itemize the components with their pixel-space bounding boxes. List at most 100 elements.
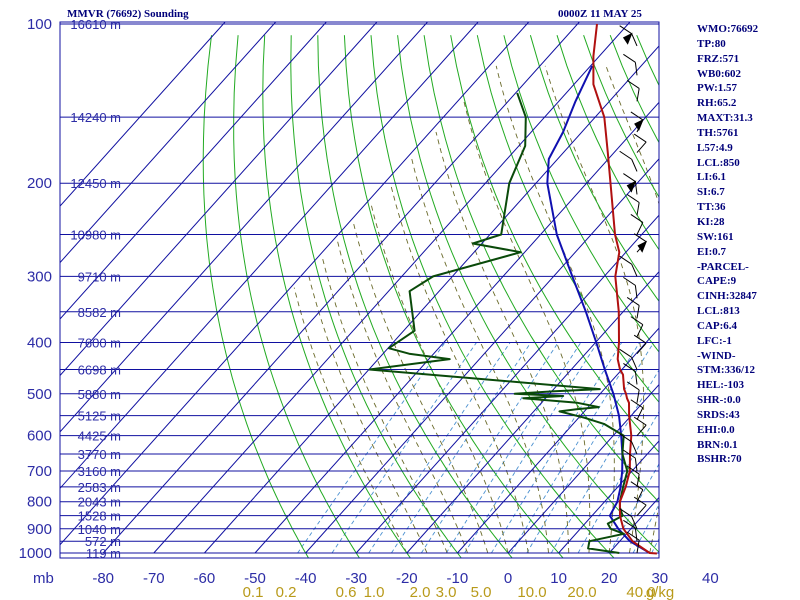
index-29: BSHR:70 — [697, 453, 742, 466]
index-21: LFC:-1 — [697, 334, 732, 347]
dry-adiabat-13 — [556, 35, 659, 251]
isotherm-14 — [457, 327, 659, 554]
index-26: SRDS:43 — [697, 408, 740, 421]
mixing-ratio-tick: 40.0 — [626, 584, 655, 600]
index-25: SHR-:0.0 — [697, 394, 741, 407]
mixing-ratio-tick: 3.0 — [436, 584, 457, 600]
index-3: WB0:602 — [697, 67, 741, 80]
wind-barb-flag — [623, 519, 636, 529]
height-label: 2043 m — [78, 495, 121, 510]
height-label: 4425 m — [78, 429, 121, 444]
wind-barb-flag — [619, 150, 632, 160]
mixing-ratio-line-1 — [331, 342, 477, 554]
temperature-tick: 0 — [504, 570, 512, 587]
index-10: LI:6.1 — [697, 171, 727, 184]
index-11: SI:6.7 — [697, 186, 725, 199]
dry-adiabat-2 — [262, 35, 411, 558]
index-18: CINH:32847 — [697, 290, 757, 303]
dry-adiabat-5 — [343, 35, 564, 558]
index-22: -WIND- — [697, 349, 736, 362]
dry-adiabat-3 — [290, 35, 462, 558]
wind-barb-staff — [634, 285, 638, 299]
wind-barb-staff — [634, 62, 638, 76]
temperature-tick: -40 — [295, 570, 317, 587]
isotherm-12 — [355, 214, 659, 554]
isotherm-1 — [60, 22, 277, 264]
height-label: 6698 m — [78, 363, 121, 378]
index-5: RH:65.2 — [697, 97, 737, 110]
index-14: SW:161 — [697, 230, 734, 243]
wind-barb-pennant — [637, 240, 648, 253]
wind-barb-staff — [631, 33, 638, 47]
moist-adiabat-0 — [293, 287, 408, 554]
isotherm-8 — [153, 22, 631, 554]
wind-barbs — [619, 25, 648, 554]
wind-barb-staff — [636, 424, 647, 436]
wind-barb-staff — [636, 305, 640, 319]
moist-adiabat-6 — [389, 183, 529, 554]
wind-barb-staff — [636, 342, 647, 355]
isotherm-3 — [60, 22, 378, 377]
height-label: 3770 m — [78, 447, 121, 462]
index-2: FRZ:571 — [697, 52, 740, 65]
pressure-tick: 300 — [27, 268, 52, 285]
wind-barb-staff — [634, 458, 638, 472]
height-label: 119 m — [86, 546, 121, 561]
index-16: -PARCEL- — [697, 260, 749, 273]
height-label: 14240 m — [70, 110, 121, 125]
pressure-tick: 900 — [27, 521, 52, 538]
moist-adiabat-4 — [352, 220, 489, 554]
wind-barb-pennant — [634, 118, 644, 131]
index-6: MAXT:31.3 — [697, 112, 753, 125]
wind-barb-flag — [630, 214, 644, 223]
dry-adiabat-7 — [397, 35, 659, 553]
moist-adiabat-12 — [605, 65, 659, 554]
index-24: HEL:-103 — [697, 379, 745, 392]
wind-barb-flag — [626, 531, 640, 541]
index-12: TT:36 — [697, 201, 726, 214]
wind-barb-staff — [636, 88, 640, 102]
wind-barb-staff — [636, 141, 647, 153]
isotherm-16 — [558, 440, 659, 554]
height-label: 16610 m — [70, 17, 121, 32]
wind-barb-flag — [619, 348, 632, 358]
temperature-tick: 30 — [651, 570, 668, 587]
wind-barb-flag — [623, 276, 636, 286]
dry-adiabat-1 — [233, 35, 360, 558]
temperature-tick: 40 — [702, 570, 719, 587]
index-28: BRN:0.1 — [697, 438, 738, 451]
temperature-trace — [592, 23, 657, 555]
wind-barb-flag — [626, 194, 640, 203]
height-label: 10980 m — [70, 228, 121, 243]
mixing-ratio-tick: g/kg — [646, 584, 674, 600]
dry-adiabat-10 — [476, 35, 659, 403]
pressure-tick: 500 — [27, 386, 52, 403]
height-label: 5880 m — [78, 387, 121, 402]
height-label: 9710 m — [78, 269, 121, 284]
wind-barb-flag — [619, 508, 632, 517]
height-label: 2583 m — [78, 480, 121, 495]
pressure-tick: 100 — [27, 16, 52, 33]
mixing-ratio-tick: 1.0 — [364, 584, 385, 600]
index-17: CAPE:9 — [697, 275, 737, 288]
wind-barb-flag — [623, 53, 636, 63]
moist-adiabat-3 — [336, 238, 468, 554]
index-1: TP:80 — [697, 37, 726, 50]
mixing-ratio-tick: 20.0 — [567, 584, 596, 600]
wind-barb-flag — [626, 80, 640, 89]
wind-barb-flag — [626, 296, 640, 306]
pressure-tick: 800 — [27, 494, 52, 511]
wind-barb-flag — [630, 111, 644, 121]
indices-panel: WMO:76692 TP:80 FRZ:571 WB0:602 PW:1.57 RH:65… — [697, 22, 797, 467]
mixing-ratio-tick: 5.0 — [471, 584, 492, 600]
height-label: 8582 m — [78, 305, 121, 320]
dry-adiabat-6 — [370, 35, 615, 558]
pressure-tick: 1000 — [19, 545, 52, 562]
wind-barb-flag — [633, 334, 647, 344]
pressure-tick: 700 — [27, 463, 52, 480]
moist-adiabat-10 — [495, 65, 615, 554]
plot-frame — [59, 21, 660, 559]
temperature-tick: -70 — [143, 570, 165, 587]
